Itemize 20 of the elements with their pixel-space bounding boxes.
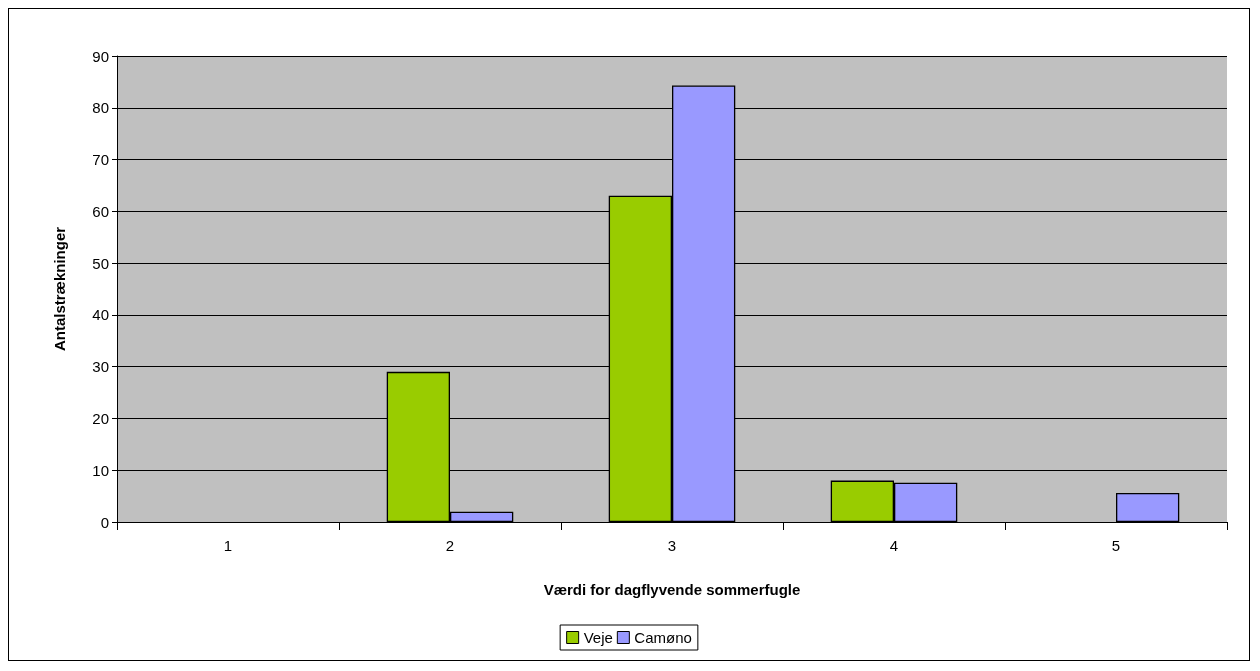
- legend-label: Veje: [583, 629, 613, 646]
- x-tick-label: 3: [667, 537, 677, 554]
- x-tick-label: 1: [223, 537, 233, 554]
- y-tick-label: 70: [92, 151, 109, 169]
- bar: [1116, 493, 1180, 522]
- y-tick-label: 50: [92, 254, 109, 272]
- y-tick-label: 80: [92, 99, 109, 117]
- y-tick-label: 60: [92, 202, 109, 220]
- y-tick-label: 90: [92, 47, 109, 65]
- y-tick-label: 30: [92, 358, 109, 376]
- y-axis-title: Antalstrækninger: [51, 226, 68, 352]
- y-tick-label: 10: [92, 461, 109, 479]
- y-tick-label: 0: [100, 513, 109, 531]
- x-axis-title: Værdi for dagflyvende sommerfugle: [543, 581, 801, 598]
- y-tick-label: 20: [92, 409, 109, 427]
- x-tick-label: 5: [1111, 537, 1121, 554]
- legend-label: Camøno: [634, 629, 692, 646]
- x-tick-label: 2: [445, 537, 455, 554]
- y-tick-label: 40: [92, 306, 109, 324]
- x-tick-label: 4: [889, 537, 899, 554]
